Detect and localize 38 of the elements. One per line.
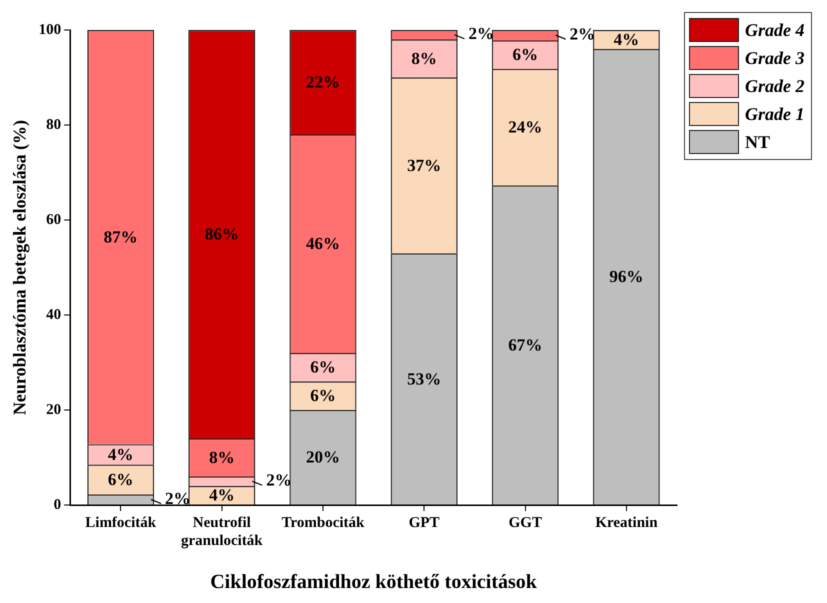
data-label: 4%	[614, 30, 640, 49]
data-label: 86%	[204, 224, 239, 244]
y-tick-label: 40	[46, 306, 62, 323]
y-tick-label: 60	[46, 212, 62, 228]
legend-label: Grade 4	[745, 20, 804, 40]
y-axis-title: Neuroblasztóma betegek eloszlása (%)	[9, 120, 30, 416]
data-label: 6%	[512, 45, 538, 64]
data-label: 87%	[104, 227, 138, 246]
x-tick-label: Neutrofil granulociták	[180, 514, 264, 549]
data-label: 4%	[209, 486, 235, 505]
y-tick-label: 80	[46, 116, 62, 133]
data-label: 22%	[306, 72, 340, 92]
x-axis-title: Ciklofoszfamidhoz köthető toxicitások	[210, 571, 538, 594]
x-tick-label: GPT	[408, 514, 440, 531]
data-label: 4%	[108, 444, 134, 464]
data-label: 6%	[310, 386, 336, 406]
legend-label: NT	[745, 132, 770, 152]
data-label: 24%	[508, 118, 542, 137]
data-label: 96%	[609, 267, 644, 286]
data-label: 46%	[306, 234, 340, 254]
data-label: 67%	[508, 335, 542, 354]
x-tick-label: Trombociták	[282, 514, 366, 531]
y-tick-label: 0	[54, 496, 62, 513]
y-tick-label: 20	[46, 402, 62, 418]
data-label: 37%	[407, 156, 442, 175]
data-label: 6%	[310, 358, 336, 377]
x-tick-label: Kreatinin	[595, 514, 658, 531]
data-label: 53%	[407, 369, 442, 388]
legend-label: Grade 1	[745, 104, 804, 124]
data-label: 8%	[411, 48, 437, 68]
x-tick-label: Limfociták	[85, 514, 157, 531]
legend-label: Grade 3	[745, 48, 804, 68]
data-label: 20%	[306, 448, 340, 467]
y-tick-label: 100	[38, 22, 62, 38]
data-label: 8%	[209, 448, 235, 467]
x-tick-label: GGT	[508, 514, 542, 531]
legend-label: Grade 2	[745, 76, 804, 96]
data-label: 6%	[108, 470, 134, 489]
